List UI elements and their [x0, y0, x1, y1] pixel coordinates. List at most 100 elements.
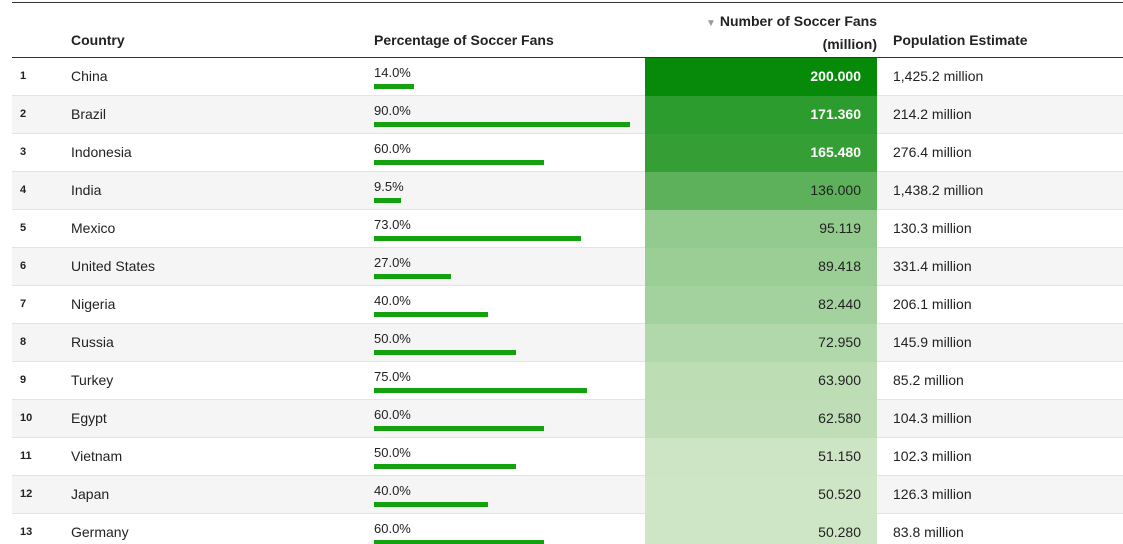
header-country[interactable]: Country	[71, 32, 125, 48]
population-cell: 1,438.2 million	[893, 182, 984, 198]
population-cell: 206.1 million	[893, 296, 972, 312]
fans-cell: 136.000	[645, 172, 877, 210]
percentage-label: 40.0%	[374, 483, 411, 498]
row-rank: 5	[20, 222, 27, 234]
percentage-bar	[374, 236, 581, 241]
sort-descending-icon: ▼	[705, 18, 716, 29]
percentage-bar	[374, 160, 544, 165]
header-percentage[interactable]: Percentage of Soccer Fans	[374, 32, 554, 48]
row-rank: 11	[20, 450, 32, 462]
fans-cell: 95.119	[645, 210, 877, 248]
percentage-label: 27.0%	[374, 255, 411, 270]
fans-cell: 50.280	[645, 514, 877, 544]
population-cell: 214.2 million	[893, 106, 972, 122]
country-cell: Brazil	[71, 106, 107, 122]
fans-cell: 50.520	[645, 476, 877, 514]
percentage-label: 60.0%	[374, 521, 411, 536]
row-rank: 8	[20, 336, 27, 348]
fans-cell: 82.440	[645, 286, 877, 324]
population-cell: 145.9 million	[893, 334, 972, 350]
country-cell: Russia	[71, 334, 114, 350]
percentage-bar	[374, 312, 488, 317]
row-rank: 2	[20, 108, 27, 120]
percentage-bar	[374, 540, 544, 544]
country-cell: Nigeria	[71, 296, 116, 312]
row-rank: 7	[20, 298, 27, 310]
percentage-bar	[374, 464, 516, 469]
header-population[interactable]: Population Estimate	[893, 32, 1028, 48]
row-rank: 6	[20, 260, 27, 272]
table-row[interactable]: 9 Turkey 75.0% 63.900 85.2 million	[12, 362, 1123, 400]
table-row[interactable]: 11 Vietnam 50.0% 51.150 102.3 million	[12, 438, 1123, 476]
percentage-label: 50.0%	[374, 331, 411, 346]
table-row[interactable]: 6 United States 27.0% 89.418 331.4 million	[12, 248, 1123, 286]
population-cell: 102.3 million	[893, 448, 972, 464]
row-rank: 10	[20, 412, 33, 424]
percentage-bar	[374, 388, 587, 393]
percentage-bar	[374, 122, 630, 127]
population-cell: 104.3 million	[893, 410, 972, 426]
table-row[interactable]: 8 Russia 50.0% 72.950 145.9 million	[12, 324, 1123, 362]
fans-cell: 171.360	[645, 96, 877, 134]
population-cell: 276.4 million	[893, 144, 972, 160]
percentage-bar	[374, 350, 516, 355]
fans-cell: 200.000	[645, 58, 877, 96]
percentage-label: 60.0%	[374, 407, 411, 422]
row-rank: 12	[20, 488, 33, 500]
table-row[interactable]: 10 Egypt 60.0% 62.580 104.3 million	[12, 400, 1123, 438]
fans-cell: 63.900	[645, 362, 877, 400]
table-header: Country Percentage of Soccer Fans ▼ Numbe…	[12, 3, 1123, 58]
country-cell: United States	[71, 258, 156, 274]
population-cell: 85.2 million	[893, 372, 964, 388]
percentage-bar	[374, 426, 544, 431]
country-cell: Germany	[71, 524, 129, 540]
percentage-label: 50.0%	[374, 445, 411, 460]
row-rank: 3	[20, 146, 27, 158]
row-rank: 1	[20, 70, 27, 82]
fans-cell: 51.150	[645, 438, 877, 476]
table-row[interactable]: 13 Germany 60.0% 50.280 83.8 million	[12, 514, 1123, 544]
country-cell: Indonesia	[71, 144, 132, 160]
percentage-label: 40.0%	[374, 293, 411, 308]
table-row[interactable]: 2 Brazil 90.0% 171.360 214.2 million	[12, 96, 1123, 134]
country-cell: Egypt	[71, 410, 107, 426]
table-row[interactable]: 1 China 14.0% 200.000 1,425.2 million	[12, 58, 1123, 96]
soccer-fans-table: Country Percentage of Soccer Fans ▼ Numbe…	[12, 2, 1123, 544]
table-row[interactable]: 5 Mexico 73.0% 95.119 130.3 million	[12, 210, 1123, 248]
header-number-of-fans[interactable]: ▼ Number of Soccer Fans (million)	[657, 11, 877, 54]
percentage-label: 9.5%	[374, 179, 404, 194]
fans-cell: 62.580	[645, 400, 877, 438]
population-cell: 331.4 million	[893, 258, 972, 274]
population-cell: 130.3 million	[893, 220, 972, 236]
fans-cell: 89.418	[645, 248, 877, 286]
percentage-bar	[374, 502, 488, 507]
population-cell: 83.8 million	[893, 524, 964, 540]
row-rank: 4	[20, 184, 27, 196]
table-row[interactable]: 12 Japan 40.0% 50.520 126.3 million	[12, 476, 1123, 514]
percentage-bar	[374, 84, 414, 89]
percentage-label: 75.0%	[374, 369, 411, 384]
country-cell: China	[71, 68, 108, 84]
row-rank: 13	[20, 526, 33, 538]
percentage-bar	[374, 198, 401, 203]
population-cell: 126.3 million	[893, 486, 972, 502]
country-cell: Japan	[71, 486, 110, 502]
country-cell: Turkey	[71, 372, 114, 388]
table-row[interactable]: 4 India 9.5% 136.000 1,438.2 million	[12, 172, 1123, 210]
fans-cell: 165.480	[645, 134, 877, 172]
percentage-label: 73.0%	[374, 217, 411, 232]
header-fans-line2: (million)	[822, 36, 877, 52]
header-fans-line1: Number of Soccer Fans	[719, 13, 877, 29]
percentage-bar	[374, 274, 451, 279]
percentage-label: 14.0%	[374, 65, 411, 80]
fans-cell: 72.950	[645, 324, 877, 362]
row-rank: 9	[20, 374, 27, 386]
population-cell: 1,425.2 million	[893, 68, 984, 84]
percentage-label: 90.0%	[374, 103, 411, 118]
country-cell: Vietnam	[71, 448, 123, 464]
percentage-label: 60.0%	[374, 141, 411, 156]
table-row[interactable]: 7 Nigeria 40.0% 82.440 206.1 million	[12, 286, 1123, 324]
table-row[interactable]: 3 Indonesia 60.0% 165.480 276.4 million	[12, 134, 1123, 172]
country-cell: India	[71, 182, 102, 198]
country-cell: Mexico	[71, 220, 116, 236]
